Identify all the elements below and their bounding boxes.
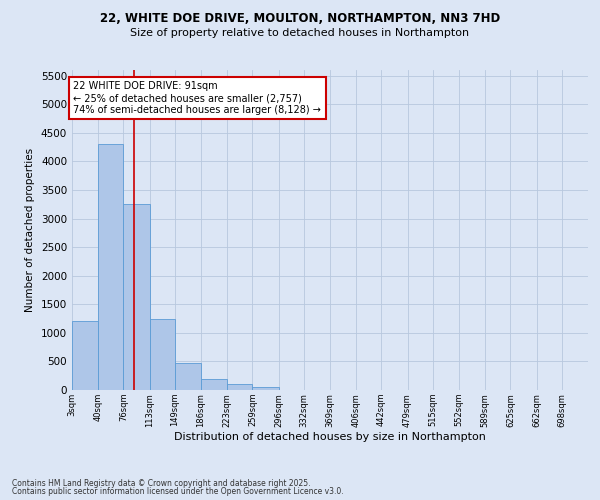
Text: Contains HM Land Registry data © Crown copyright and database right 2025.: Contains HM Land Registry data © Crown c…: [12, 478, 311, 488]
Bar: [253, 387, 278, 390]
Y-axis label: Number of detached properties: Number of detached properties: [25, 148, 35, 312]
Bar: [201, 378, 227, 390]
Text: Size of property relative to detached houses in Northampton: Size of property relative to detached ho…: [130, 28, 470, 38]
Bar: [175, 362, 201, 390]
Bar: [98, 144, 124, 390]
Bar: [72, 322, 98, 390]
Text: Contains public sector information licensed under the Open Government Licence v3: Contains public sector information licen…: [12, 487, 344, 496]
Bar: [124, 204, 149, 390]
X-axis label: Distribution of detached houses by size in Northampton: Distribution of detached houses by size …: [174, 432, 486, 442]
Bar: [149, 318, 175, 390]
Bar: [227, 384, 253, 390]
Text: 22, WHITE DOE DRIVE, MOULTON, NORTHAMPTON, NN3 7HD: 22, WHITE DOE DRIVE, MOULTON, NORTHAMPTO…: [100, 12, 500, 26]
Text: 22 WHITE DOE DRIVE: 91sqm
← 25% of detached houses are smaller (2,757)
74% of se: 22 WHITE DOE DRIVE: 91sqm ← 25% of detac…: [73, 82, 321, 114]
